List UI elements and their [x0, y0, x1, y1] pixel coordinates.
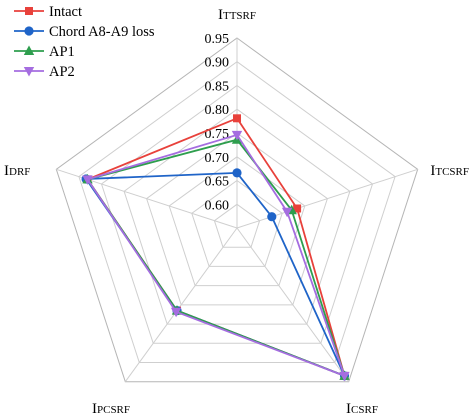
series-3	[82, 130, 350, 382]
grid-spoke	[124, 227, 238, 382]
tick-label: 0.80	[205, 103, 230, 118]
grid-ring	[123, 108, 351, 325]
axis-label: ITCSRF	[430, 163, 469, 179]
legend-entry: Intact	[14, 4, 82, 20]
grid-ring	[55, 37, 419, 383]
data-point	[267, 212, 277, 222]
grid-ring	[213, 203, 261, 248]
axis-label: ICSRF	[346, 401, 378, 417]
axis-label: ITTSRF	[218, 7, 256, 23]
legend-label: Chord A8-A9 loss	[49, 24, 155, 40]
grid-spoke	[236, 168, 418, 229]
tick-label: 0.70	[205, 151, 230, 166]
legend: Intact Chord A8-A9 loss AP1 AP2	[14, 4, 155, 80]
legend-label: Intact	[49, 4, 82, 20]
series-plot-area	[81, 114, 350, 382]
data-point	[82, 175, 93, 185]
data-point	[293, 204, 302, 213]
legend-entry: Chord A8-A9 loss	[14, 24, 155, 40]
legend-marker	[23, 45, 35, 55]
legend-marker	[24, 26, 34, 36]
tick-label: 0.95	[205, 32, 230, 47]
legend-entry: AP1	[14, 44, 75, 60]
data-point	[231, 130, 243, 141]
grid-ring	[146, 132, 328, 306]
grid-ring	[168, 156, 306, 287]
radial-tick-labels: 0.600.650.700.750.800.850.900.95	[205, 32, 230, 213]
legend-label: AP1	[49, 44, 75, 60]
legend-marker	[25, 7, 33, 15]
axis-labels: ITTSRF ITCSRF ICSRF IPCSRF IDRF	[4, 7, 469, 417]
tick-label: 0.85	[205, 80, 230, 95]
tick-label: 0.65	[205, 175, 230, 190]
series-line	[86, 133, 346, 378]
axis-label: IDRF	[4, 163, 30, 179]
data-point	[233, 114, 241, 123]
data-point	[170, 307, 182, 318]
grid-spoke	[236, 227, 350, 382]
axis-label: IPCSRF	[92, 401, 130, 417]
data-point	[281, 207, 293, 218]
grid-ring	[78, 61, 396, 363]
data-point	[232, 168, 242, 178]
grid-ring	[191, 179, 283, 267]
data-point	[339, 371, 350, 382]
radar-grid	[55, 37, 419, 383]
tick-label: 0.90	[205, 56, 230, 71]
legend-label: AP2	[49, 64, 75, 80]
tick-label: 0.60	[205, 198, 230, 213]
legend-marker	[23, 67, 35, 77]
legend-entry: AP2	[14, 64, 75, 80]
